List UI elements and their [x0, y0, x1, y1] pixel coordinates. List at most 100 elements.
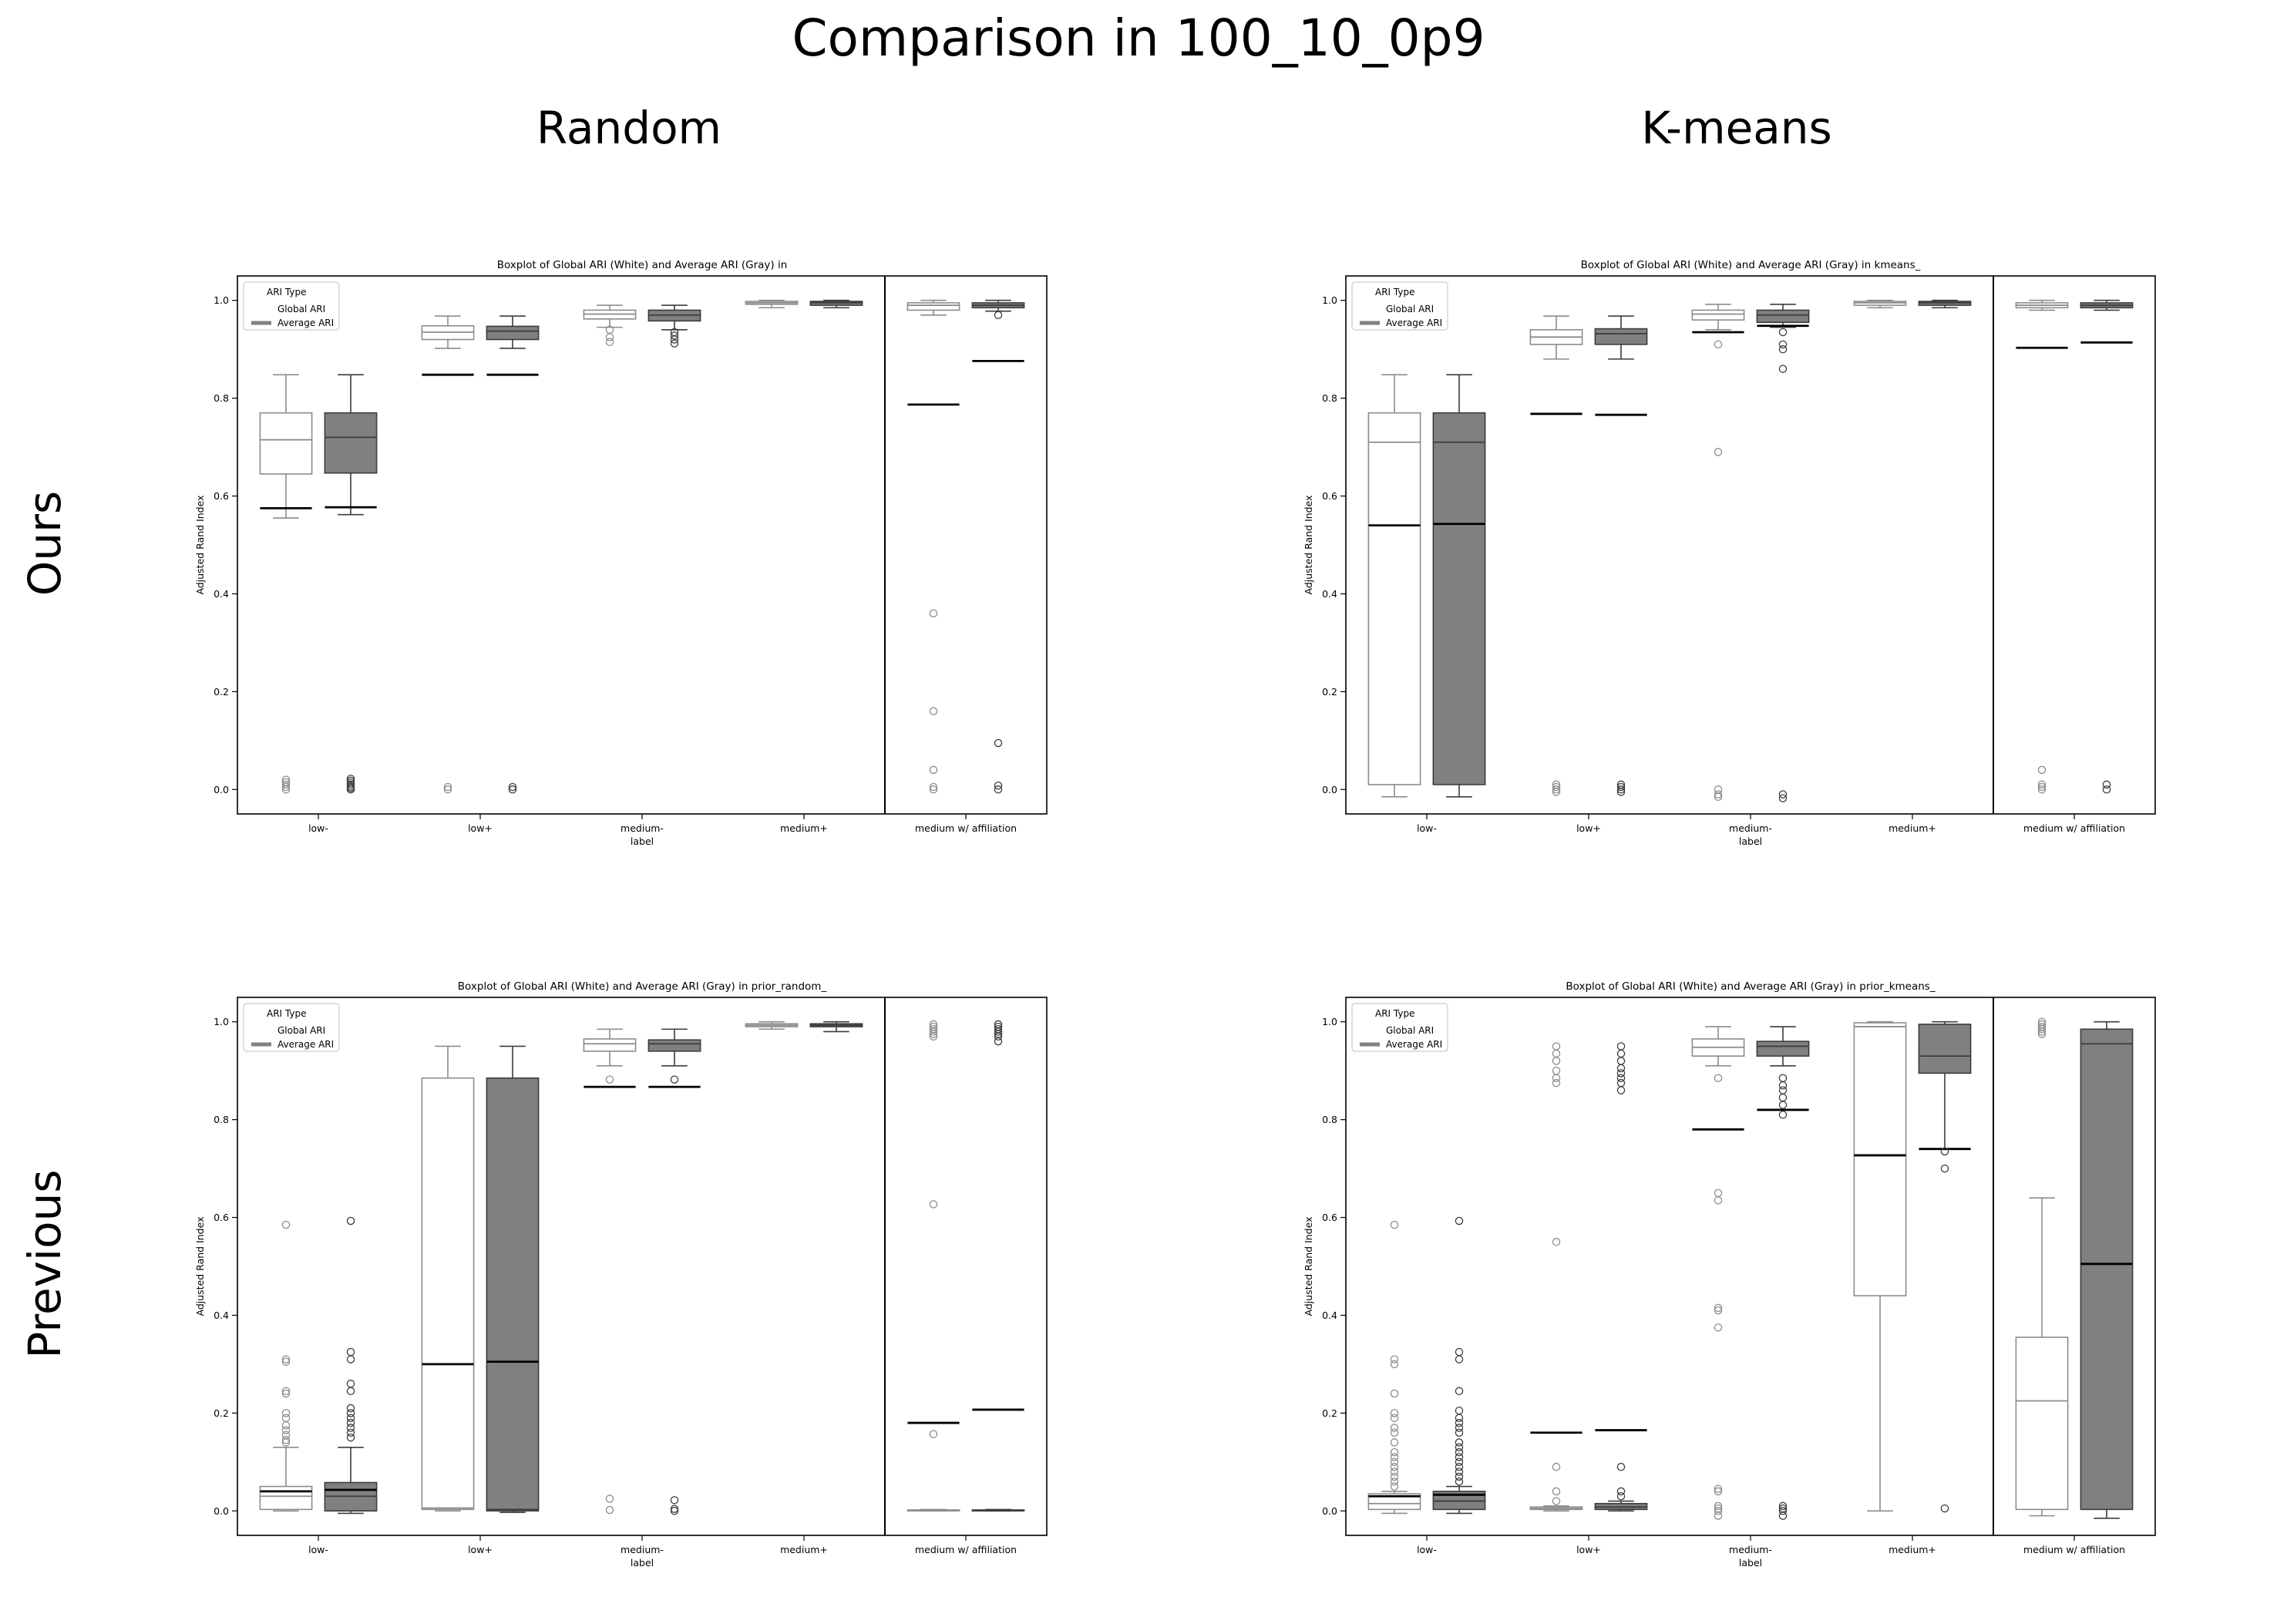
y-tick-label: 0.4	[1322, 588, 1337, 600]
outlier-point	[1455, 1387, 1464, 1396]
y-tick-label: 0.8	[214, 392, 229, 404]
outlier-point	[281, 1436, 291, 1444]
x-axis-label: label	[631, 836, 654, 847]
outlier-point	[1455, 1355, 1464, 1363]
y-tick-label: 0.6	[1322, 490, 1337, 502]
y-tick-label: 0.6	[1322, 1212, 1337, 1223]
outlier-point	[346, 1433, 355, 1442]
outlier-point	[1616, 788, 1626, 796]
iqr-box	[1367, 1493, 1421, 1511]
x-tick-label: medium-	[621, 822, 664, 834]
y-tick-label: 0.8	[1322, 1114, 1337, 1125]
x-tick-label: medium+	[780, 1544, 828, 1555]
outlier-point	[1390, 1424, 1399, 1432]
outlier-point	[1616, 1074, 1626, 1082]
iqr-box	[906, 302, 960, 311]
outlier-point	[1552, 1497, 1561, 1505]
outlier-point	[1714, 1501, 1723, 1511]
outlier-point	[929, 782, 938, 792]
outlier-point	[929, 785, 938, 794]
y-tick-label: 0.2	[214, 1407, 229, 1419]
outlier-point	[1778, 1501, 1788, 1511]
outlier-point	[281, 1357, 291, 1366]
outlier-point	[346, 1387, 355, 1396]
column-title-random: Random	[536, 102, 721, 154]
global-ari-box	[259, 374, 313, 794]
outlier-point	[1455, 1347, 1464, 1357]
legend-entry-average: Average ARI	[1386, 1039, 1442, 1050]
global-ari-box	[2015, 1017, 2069, 1517]
outlier-point	[1390, 1220, 1399, 1229]
outlier-point	[1552, 1462, 1561, 1471]
iqr-box	[1853, 1022, 1907, 1296]
x-axis-label: label	[1739, 1557, 1762, 1569]
legend-title: ARI Type	[267, 1008, 306, 1019]
iqr-box	[1756, 309, 1810, 324]
outlier-point	[1778, 1101, 1788, 1109]
legend: ARI Type Global ARI Average ARI	[1351, 281, 1448, 331]
outlier-point	[994, 738, 1003, 748]
outlier-point	[1714, 790, 1723, 799]
outlier-point	[1552, 1238, 1561, 1246]
outlier-point	[605, 1075, 614, 1084]
outlier-point	[346, 1347, 355, 1357]
outlier-point	[1455, 1447, 1464, 1457]
outlier-point	[346, 1424, 355, 1432]
global-ari-box	[2015, 299, 2069, 794]
x-tick-label: low-	[1417, 822, 1437, 834]
outlier-point	[1390, 1438, 1399, 1447]
global-ari-box	[583, 1028, 637, 1515]
y-tick-label: 0.4	[214, 588, 229, 600]
y-tick-label: 1.0	[1322, 294, 1337, 306]
outlier-point	[1714, 1511, 1723, 1520]
outlier-point	[1714, 448, 1723, 456]
outlier-point	[1778, 790, 1788, 799]
outlier-point	[929, 1030, 938, 1038]
average-ari-box	[1918, 1020, 1972, 1513]
outlier-point	[1455, 1406, 1464, 1415]
outlier-point	[443, 782, 452, 792]
global-ari-box	[1529, 315, 1583, 796]
outlier-point	[929, 1032, 938, 1041]
global-ari-box	[1853, 299, 1907, 309]
outlier-point	[1616, 1057, 1626, 1065]
outlier-point	[670, 328, 679, 337]
outlier-point	[1616, 1078, 1626, 1088]
legend: ARI Type Global ARI Average ARI	[243, 281, 340, 331]
x-tick-label: medium w/ affiliation	[2023, 1544, 2125, 1555]
average-ari-box	[1918, 299, 1972, 309]
outlier-point	[605, 338, 614, 346]
iqr-box	[583, 1038, 637, 1052]
plot-area	[237, 997, 1048, 1536]
average-ari-box	[1432, 374, 1486, 798]
outlier-point	[281, 1355, 291, 1363]
outlier-point	[929, 1027, 938, 1036]
outlier-point	[2037, 785, 2047, 794]
outlier-point	[1455, 1472, 1464, 1481]
global-ari-box	[1367, 374, 1421, 798]
outlier-point	[346, 1404, 355, 1413]
boxplot-panel: Boxplot of Global ARI (White) and Averag…	[194, 259, 1048, 847]
outlier-point	[670, 1507, 679, 1515]
x-tick-label: medium w/ affiliation	[915, 822, 1017, 834]
y-tick-label: 1.0	[214, 294, 229, 306]
global-ari-box	[1529, 1042, 1583, 1512]
outlier-point	[1616, 1049, 1626, 1058]
outlier-point	[1714, 1323, 1723, 1332]
outlier-point	[1552, 1487, 1561, 1496]
outlier-point	[1778, 794, 1788, 802]
outlier-point	[1390, 1453, 1399, 1461]
legend-title: ARI Type	[267, 287, 306, 298]
iqr-box	[1367, 412, 1421, 785]
outlier-point	[1455, 1458, 1464, 1467]
global-ari-box	[1691, 1026, 1745, 1520]
outlier-point	[1714, 1189, 1723, 1198]
outlier-point	[1778, 1093, 1788, 1102]
outlier-point	[281, 1409, 291, 1417]
outlier-point	[670, 339, 679, 348]
outlier-point	[929, 1200, 938, 1209]
y-tick-label: 0.0	[1322, 1505, 1337, 1517]
iqr-box	[1432, 1491, 1486, 1511]
outlier-point	[994, 785, 1003, 794]
outlier-point	[1390, 1409, 1399, 1417]
